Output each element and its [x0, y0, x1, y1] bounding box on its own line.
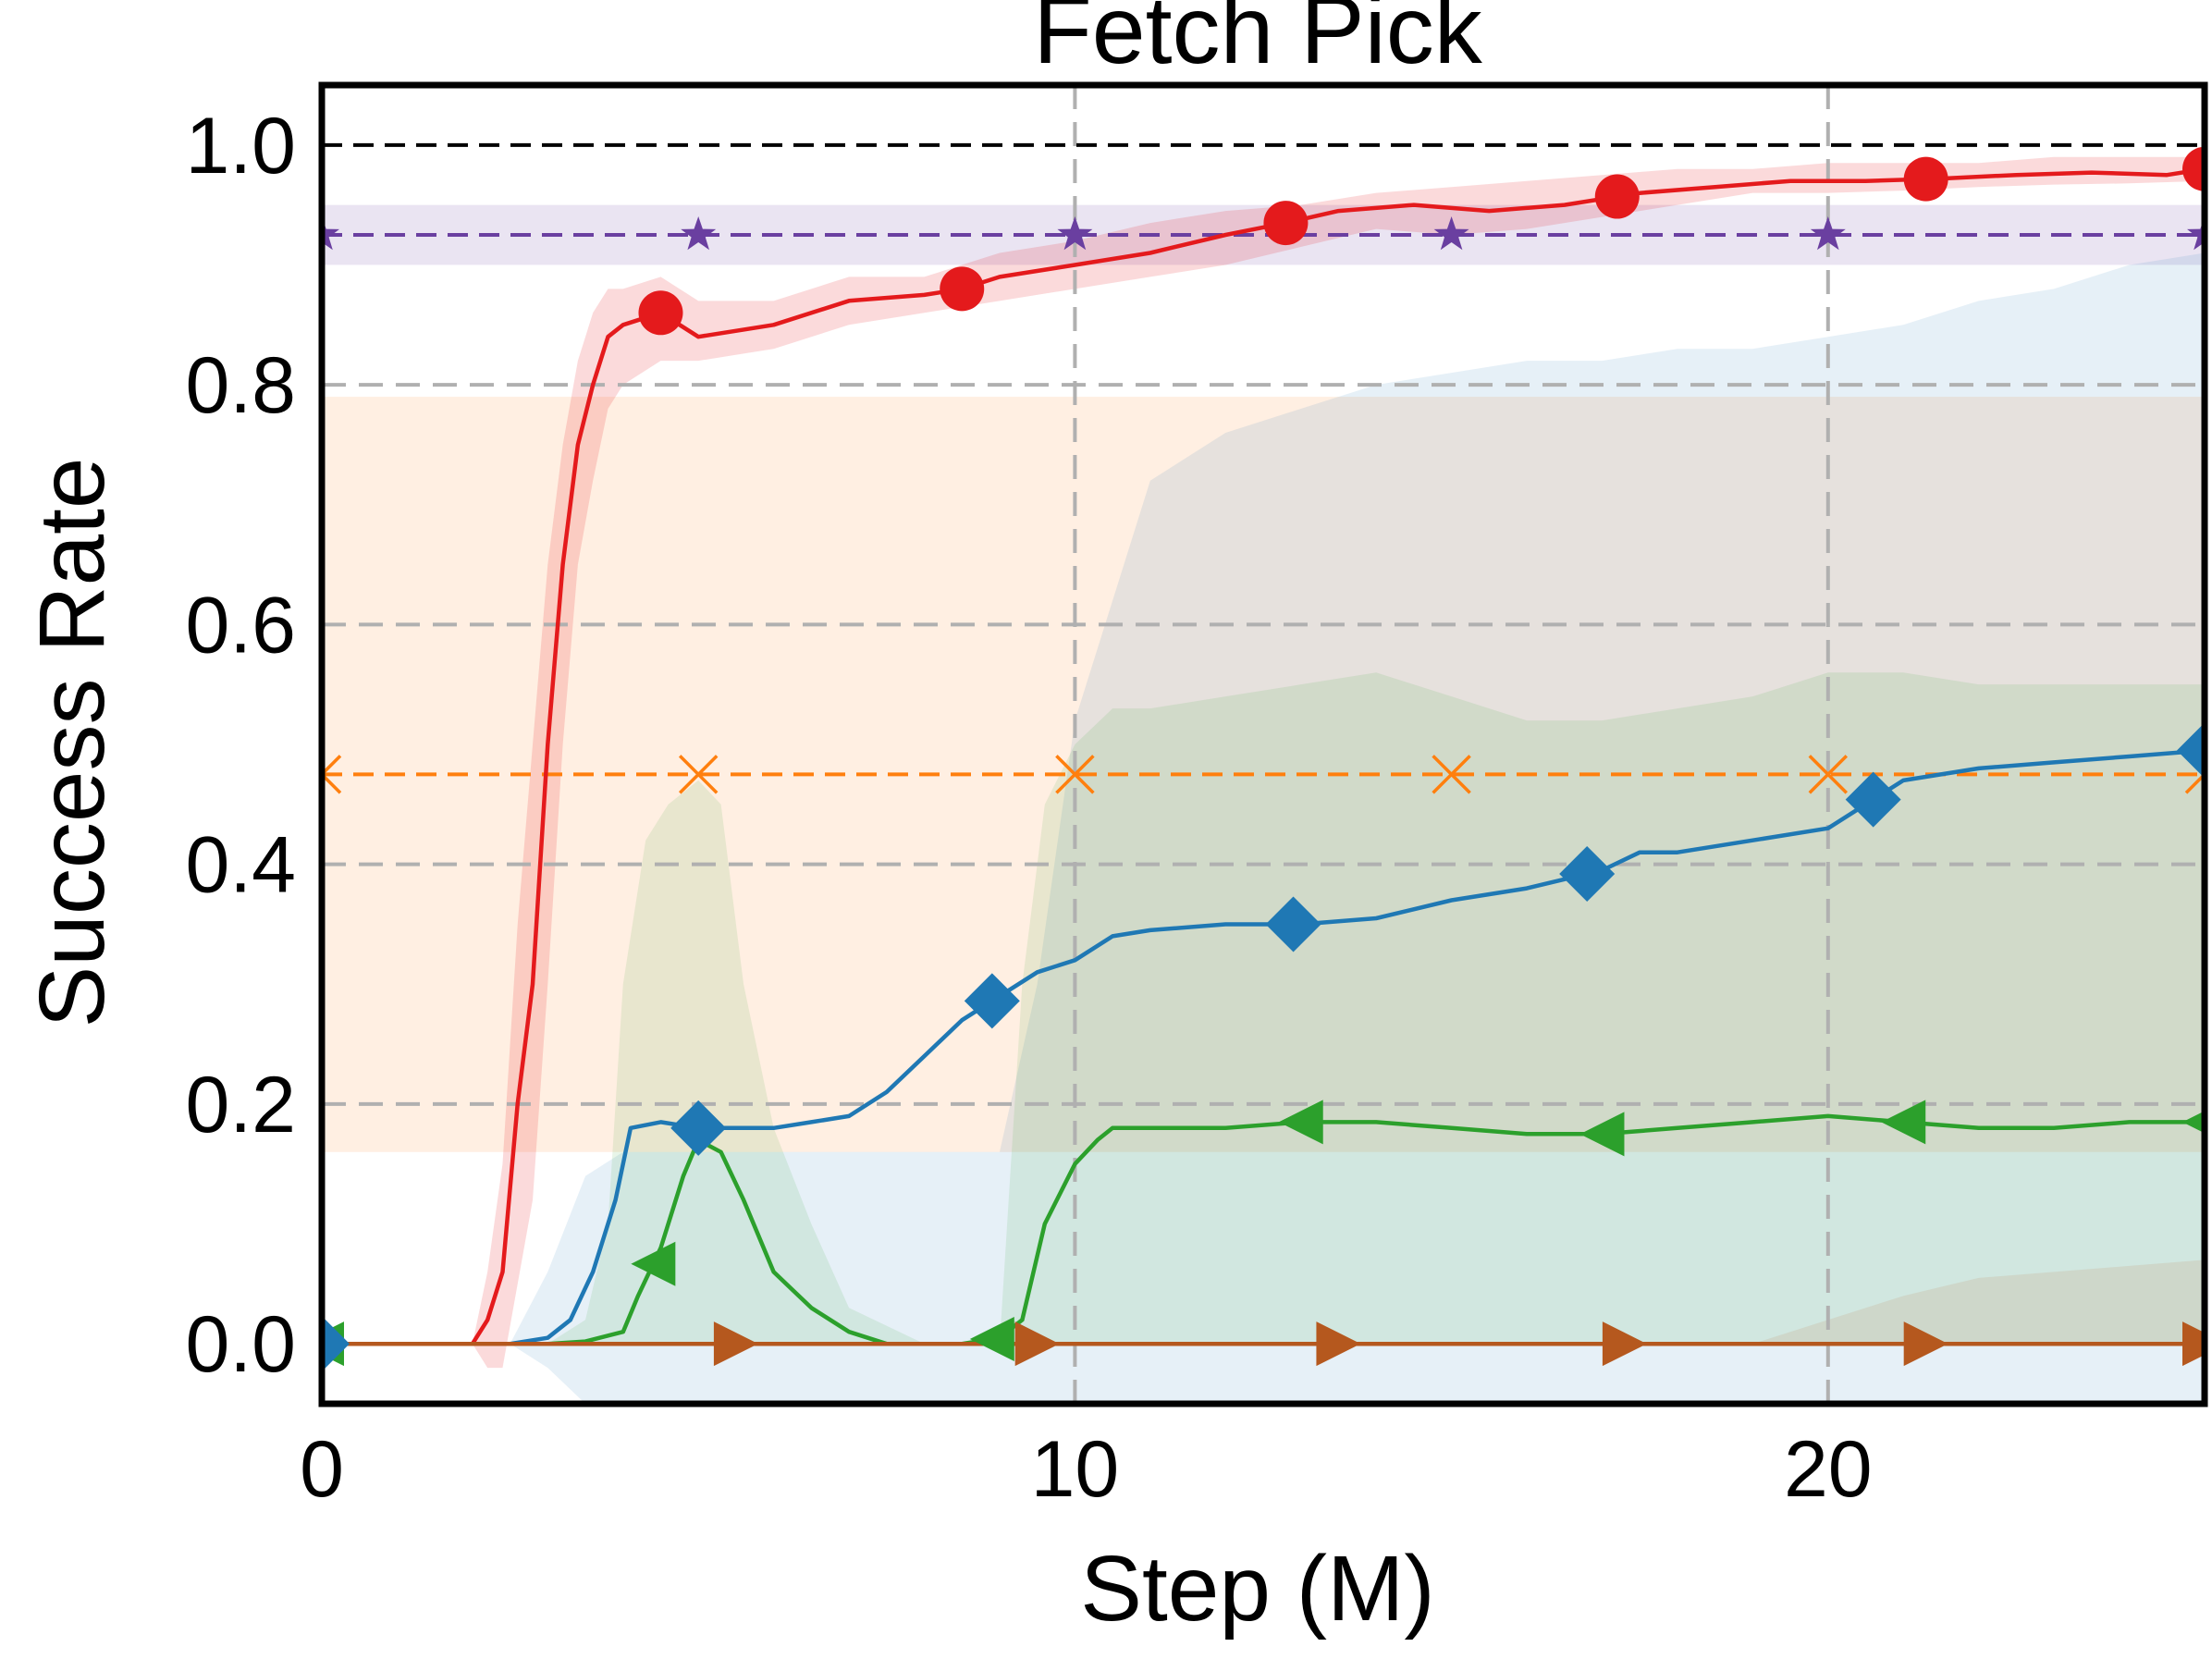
reference-marker-2-4 — [1808, 755, 1849, 794]
reference-marker-2-2 — [1055, 755, 1095, 794]
plot-frame — [318, 81, 2208, 1407]
series-marker-1-6 — [2177, 722, 2205, 779]
reference-marker-1-2 — [1057, 216, 1093, 251]
series-marker-1-1 — [670, 1100, 727, 1156]
series-markers — [322, 146, 2205, 1372]
series-band-1 — [322, 252, 2205, 1404]
chart-title: Fetch Pick — [1033, 0, 1482, 84]
series-line-1 — [322, 748, 2205, 1346]
x-tick-label-2: 20 — [1784, 1425, 1873, 1514]
series-marker-0-5 — [2182, 146, 2205, 191]
series-marker-0-3 — [1594, 174, 1640, 219]
reference-marker-2-1 — [678, 755, 719, 794]
series-marker-2-5 — [1881, 1100, 1926, 1145]
series-marker-3-2 — [1316, 1321, 1361, 1367]
series-marker-0-4 — [1903, 156, 1948, 202]
series-band-3 — [322, 1260, 2205, 1345]
y-tick-label-4: 0.8 — [185, 341, 296, 430]
tick-labels: 0.0 0.2 0.4 0.6 0.8 1.0 0 10 20 — [185, 102, 1872, 1514]
series-marker-1-4 — [1559, 846, 1616, 903]
y-tick-label-0: 0.0 — [185, 1300, 296, 1389]
reference-marker-1-1 — [681, 216, 717, 251]
series-marker-1-3 — [1265, 896, 1321, 952]
reference-marker-2-0 — [322, 755, 342, 794]
reference-marker-1-0 — [322, 216, 339, 251]
reference-band-1 — [322, 204, 2205, 265]
x-tick-label-1: 10 — [1031, 1425, 1120, 1514]
series-marker-3-0 — [713, 1321, 758, 1367]
series-marker-2-3 — [1278, 1100, 1323, 1145]
series-marker-0-2 — [1263, 201, 1309, 246]
series-marker-2-1 — [631, 1241, 676, 1286]
series-band-2 — [322, 672, 2205, 1345]
confidence-bands — [322, 156, 2205, 1404]
reference-marker-1-3 — [1433, 216, 1469, 251]
series-marker-3-4 — [1903, 1321, 1948, 1367]
series-marker-3-5 — [2182, 1321, 2205, 1367]
reference-band-2 — [322, 397, 2205, 1152]
series-marker-0-0 — [638, 290, 683, 336]
series-marker-2-4 — [1579, 1112, 1625, 1157]
series-marker-3-3 — [1602, 1321, 1647, 1367]
series-line-2 — [322, 1113, 2205, 1346]
reference-marker-1-4 — [1810, 216, 1846, 251]
series-marker-1-5 — [1845, 771, 1901, 828]
y-tick-label-1: 0.2 — [185, 1061, 296, 1149]
series-marker-1-0 — [322, 1316, 350, 1372]
series-marker-3-1 — [1014, 1321, 1060, 1367]
reference-lines — [322, 142, 2205, 794]
y-axis-label: Success Rate — [20, 458, 124, 1028]
reference-marker-1-5 — [2187, 216, 2205, 251]
series-band-0 — [322, 156, 2205, 1369]
x-tick-label-0: 0 — [300, 1425, 344, 1514]
series-marker-0-1 — [940, 266, 985, 312]
y-tick-label-3: 0.6 — [185, 581, 296, 670]
y-tick-label-2: 0.4 — [185, 821, 296, 910]
x-axis-label: Step (M) — [1080, 1537, 1434, 1641]
series-marker-2-2 — [969, 1316, 1014, 1361]
reference-marker-2-3 — [1432, 755, 1471, 794]
series-marker-2-6 — [2182, 1111, 2205, 1134]
y-tick-label-5: 1.0 — [185, 102, 296, 190]
series-marker-1-2 — [964, 973, 1020, 1029]
